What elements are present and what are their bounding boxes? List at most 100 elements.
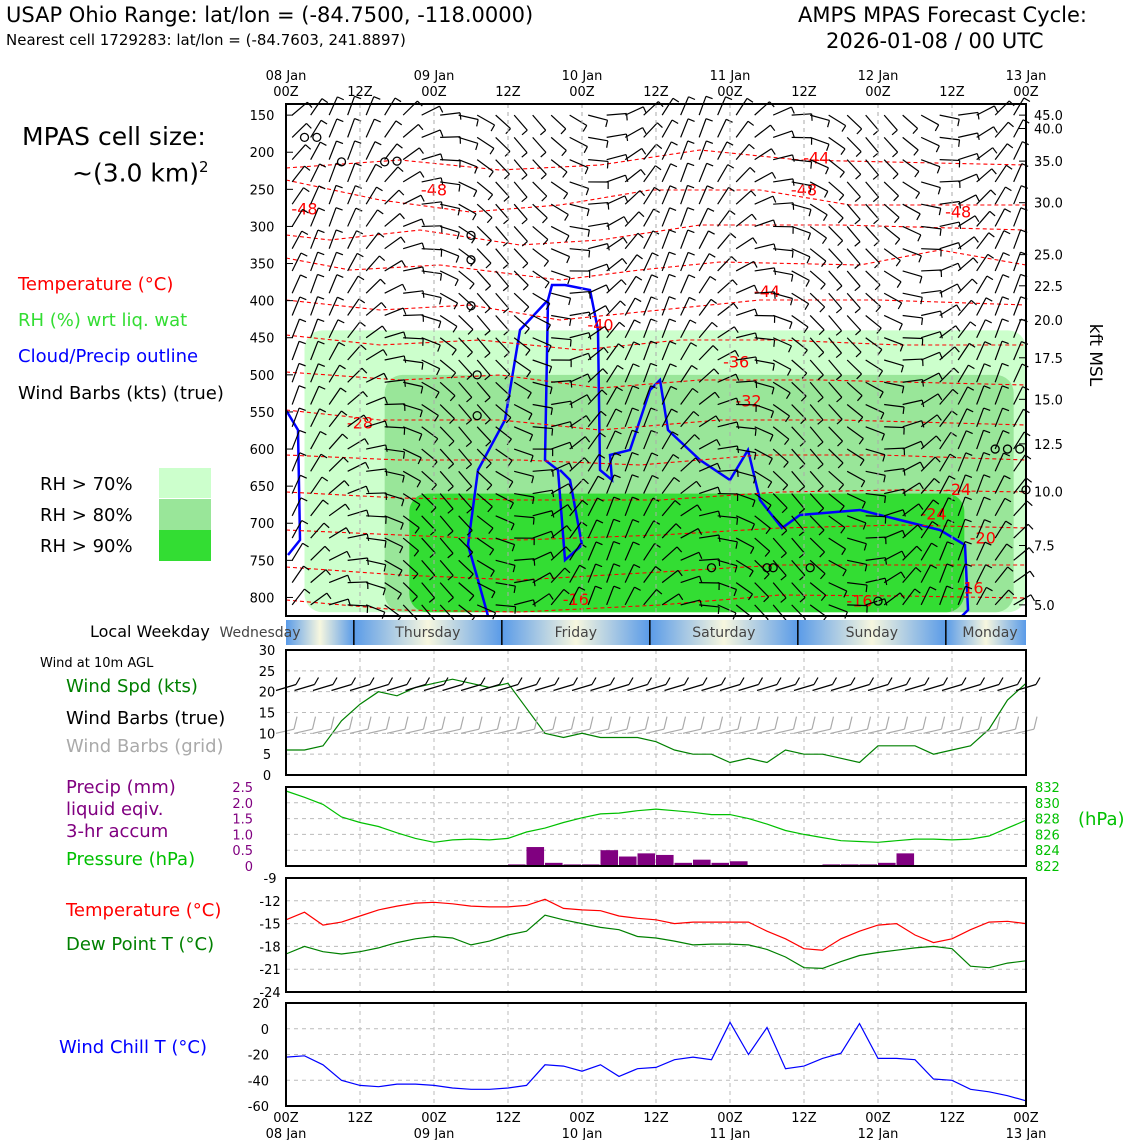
wind-barb-flag xyxy=(335,229,343,233)
wind-barb xyxy=(439,270,459,281)
wind-barb-flag xyxy=(550,551,555,559)
wind-barb xyxy=(402,582,418,598)
wind-barb xyxy=(310,522,325,539)
bottom-time-label: 00Z xyxy=(273,1111,299,1126)
wind-barb-flag xyxy=(808,209,812,217)
wind-barb-flag xyxy=(763,596,770,603)
wind-barb xyxy=(698,391,716,405)
wind-barb-flag xyxy=(382,588,386,596)
wind-barb-flag xyxy=(507,460,513,467)
wind-barb xyxy=(514,558,535,561)
precip-bar xyxy=(619,856,637,866)
wind-barb xyxy=(513,315,530,329)
wind-barb-flag xyxy=(1008,589,1015,596)
wind-barb-flag xyxy=(784,415,791,423)
wind-barb-flag xyxy=(447,552,454,559)
wind-barb xyxy=(809,404,824,421)
wind-barb xyxy=(661,163,672,183)
wind-barb xyxy=(643,407,652,427)
wind-barb-true xyxy=(479,683,500,692)
wind-barb xyxy=(402,403,423,411)
wind-barb-flag xyxy=(457,208,461,216)
top-time-label: 00Z xyxy=(273,85,299,100)
wind-barb-true xyxy=(979,677,986,685)
wind-barb-flag xyxy=(365,485,370,493)
wind-barb xyxy=(717,96,727,116)
wind-barb xyxy=(402,242,423,250)
wind-barb-flag xyxy=(324,545,331,552)
wind-barb xyxy=(754,426,774,436)
wind-barb-grid xyxy=(311,716,317,730)
wind-barb-flag xyxy=(884,557,888,565)
wind-barb-flag xyxy=(964,563,972,567)
wind-barb-flag xyxy=(490,570,495,577)
wind-barb-true xyxy=(312,683,334,692)
wind-barb-flag xyxy=(431,484,437,491)
wind-barb-flag xyxy=(337,96,344,101)
wind-barb-flag xyxy=(471,237,476,244)
wind-barb xyxy=(532,248,549,262)
wind-barb xyxy=(421,426,439,440)
wind-barb xyxy=(495,315,510,331)
wind-barb xyxy=(587,563,597,583)
wind-barb-flag xyxy=(732,279,738,286)
wind-barb xyxy=(809,248,827,262)
wind-barb xyxy=(643,230,654,249)
wind-barb xyxy=(439,248,459,257)
wind-barb xyxy=(1013,431,1025,450)
wind-barb xyxy=(439,515,454,532)
wind-barb xyxy=(384,283,403,294)
wind-barb-flag xyxy=(505,417,512,424)
wind-barb-flag xyxy=(447,575,454,581)
wind-barb xyxy=(957,364,969,383)
wind-barb-flag xyxy=(790,298,794,306)
wind-barb xyxy=(680,229,689,249)
wind-barb-flag xyxy=(613,496,621,501)
wind-barb-flag xyxy=(939,331,943,339)
wind-barb xyxy=(865,577,886,584)
wind-barb xyxy=(310,163,321,183)
wind-barb-flag xyxy=(839,171,845,178)
wind-barb-flag xyxy=(711,321,718,328)
wind-barb-flag xyxy=(583,457,590,464)
wind-barb-flag xyxy=(447,597,454,603)
wind-barb xyxy=(698,438,718,450)
wind-barb xyxy=(384,331,404,339)
wind-barb-flag xyxy=(419,410,423,418)
wind-barb-flag xyxy=(320,119,328,125)
wind-barb xyxy=(291,385,300,405)
weekday-label: Monday xyxy=(962,625,1017,641)
legend-cloud: Cloud/Precip outline xyxy=(18,346,199,367)
wind-barb-flag xyxy=(639,190,646,197)
wind-barb-flag xyxy=(325,569,331,576)
wind-barb-flag xyxy=(669,185,677,190)
wind-barb-flag xyxy=(1002,430,1010,434)
wind-barb-flag xyxy=(770,148,776,155)
wind-barb-grid xyxy=(367,716,372,730)
wind-barb-flag xyxy=(817,374,824,381)
wind-barb-flag xyxy=(916,213,921,221)
wind-barb-flag xyxy=(484,330,491,336)
wind-barb-flag xyxy=(317,273,325,278)
wind-barb xyxy=(328,433,343,450)
wind-barb xyxy=(717,141,728,160)
wind-barb xyxy=(957,496,966,517)
wind-barb xyxy=(994,385,1003,405)
wind-barb xyxy=(588,136,608,142)
wind-barb xyxy=(569,394,588,406)
wind-barb-flag xyxy=(402,307,407,315)
wind-barb-flag xyxy=(303,187,310,193)
wind-barb-true xyxy=(942,677,949,685)
wind-barb xyxy=(532,203,548,219)
wind-barb xyxy=(476,559,495,572)
wind-barb-flag xyxy=(780,575,787,581)
wind-barb xyxy=(698,415,717,428)
wind-barb-flag xyxy=(546,324,551,332)
wind-barb-true xyxy=(498,677,505,685)
wind-barb xyxy=(476,493,493,508)
wind-barb-flag xyxy=(435,391,440,399)
wind-barb xyxy=(976,275,988,294)
dewpoint-line xyxy=(285,914,1027,970)
wind-barb xyxy=(902,567,917,584)
wind-barb xyxy=(421,292,442,299)
